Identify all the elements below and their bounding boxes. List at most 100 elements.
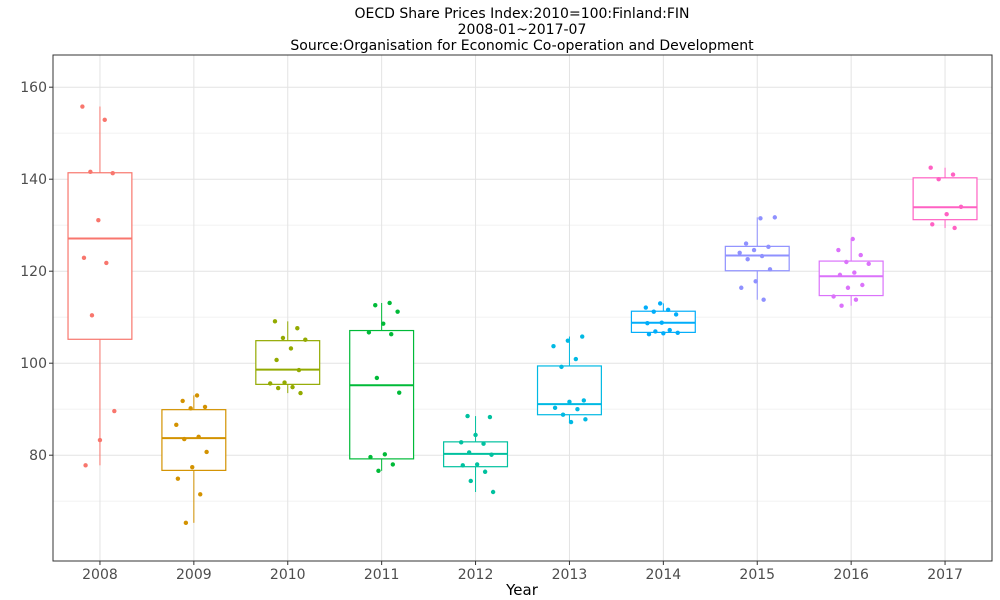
data-point xyxy=(737,250,742,255)
data-point xyxy=(489,452,494,457)
data-point xyxy=(194,393,200,398)
data-point xyxy=(645,320,650,326)
data-point xyxy=(465,413,470,419)
data-point xyxy=(381,321,386,326)
data-point xyxy=(853,297,859,302)
data-point xyxy=(267,381,273,386)
data-point xyxy=(188,406,193,411)
data-point xyxy=(850,236,855,242)
data-point xyxy=(474,462,480,467)
data-point xyxy=(837,272,843,278)
data-point xyxy=(580,334,585,339)
chart-title-line-2: 2008-01~2017-07 xyxy=(458,22,587,38)
data-point xyxy=(866,261,871,267)
data-point xyxy=(928,165,933,170)
data-point xyxy=(936,177,941,182)
data-point xyxy=(368,454,373,460)
data-point xyxy=(643,305,648,310)
data-point xyxy=(190,464,195,470)
data-point xyxy=(83,463,88,468)
x-tick-label: 2016 xyxy=(833,567,869,583)
y-tick-label: 160 xyxy=(20,80,47,96)
data-point xyxy=(96,217,101,223)
box-iqr xyxy=(161,409,227,471)
data-point xyxy=(110,171,115,176)
y-tick-label: 100 xyxy=(20,356,47,372)
box-2016 xyxy=(818,236,884,308)
data-point xyxy=(753,279,758,284)
data-point xyxy=(102,117,107,123)
data-point xyxy=(481,441,486,446)
data-point xyxy=(473,432,478,438)
data-point xyxy=(366,330,372,335)
x-axis-title: Year xyxy=(505,581,539,599)
box-iqr xyxy=(349,329,415,460)
box-2011 xyxy=(349,300,415,474)
box-2015 xyxy=(724,215,790,302)
box-2012 xyxy=(443,413,509,495)
box-layer xyxy=(67,104,978,526)
data-point xyxy=(930,222,935,227)
data-point xyxy=(651,309,656,314)
data-point xyxy=(89,313,95,318)
data-point xyxy=(646,332,652,337)
data-point xyxy=(487,414,493,420)
data-point xyxy=(767,267,773,272)
data-point xyxy=(839,303,844,308)
data-point xyxy=(272,319,278,324)
data-point xyxy=(382,452,388,457)
data-point xyxy=(376,468,381,474)
data-point xyxy=(482,469,488,474)
data-point xyxy=(560,412,566,417)
data-point xyxy=(468,478,473,484)
data-point xyxy=(174,422,179,428)
y-tick-label: 80 xyxy=(29,448,47,464)
box-2013 xyxy=(536,334,602,425)
data-point xyxy=(860,282,865,288)
data-point xyxy=(844,259,849,265)
x-tick-label: 2010 xyxy=(270,567,306,583)
data-point xyxy=(288,346,294,351)
data-point xyxy=(751,247,757,253)
data-point xyxy=(567,399,572,405)
chart-title-line-1: OECD Share Prices Index:2010=100:Finland… xyxy=(354,6,689,22)
y-tick-label: 120 xyxy=(20,264,47,280)
data-point xyxy=(303,337,308,342)
data-point xyxy=(97,437,103,443)
x-tick-label: 2013 xyxy=(552,567,588,583)
data-point xyxy=(282,380,287,385)
box-2017 xyxy=(912,165,978,231)
data-point xyxy=(653,329,658,334)
data-point xyxy=(845,285,851,290)
data-point xyxy=(852,270,857,275)
data-point xyxy=(739,285,744,290)
box-iqr xyxy=(818,260,884,297)
data-point xyxy=(397,390,402,395)
data-point xyxy=(952,225,957,231)
data-point xyxy=(395,309,400,314)
data-point xyxy=(583,417,588,422)
data-point xyxy=(275,385,281,391)
box-2008 xyxy=(67,104,133,468)
box-2014 xyxy=(630,301,696,337)
data-point xyxy=(745,257,750,262)
data-point xyxy=(836,247,841,253)
box-2009 xyxy=(161,393,227,526)
data-point xyxy=(581,398,587,403)
data-point xyxy=(458,440,464,445)
plot-panel-border xyxy=(52,54,993,562)
data-point xyxy=(204,449,209,455)
data-point xyxy=(759,253,765,259)
x-tick-label: 2009 xyxy=(176,567,212,583)
data-point xyxy=(180,398,185,404)
data-point xyxy=(743,241,749,246)
data-point xyxy=(296,367,302,373)
data-point xyxy=(387,300,392,306)
data-point xyxy=(552,405,558,411)
data-point xyxy=(290,384,295,390)
data-point xyxy=(460,463,465,468)
data-point xyxy=(950,172,956,177)
data-point xyxy=(182,436,187,442)
box-iqr xyxy=(724,245,790,272)
